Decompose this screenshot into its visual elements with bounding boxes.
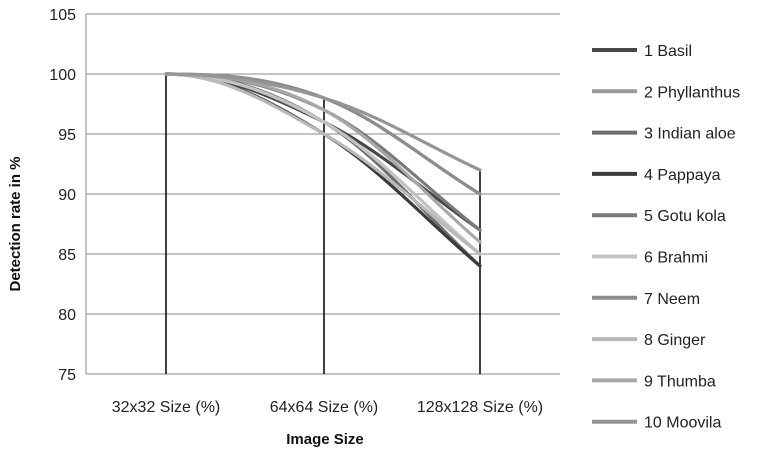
legend-label: 4 Pappaya — [644, 167, 721, 184]
x-tick-label: 64x64 Size (%) — [270, 399, 379, 416]
drop-lines — [165, 74, 481, 374]
legend-label: 1 Basil — [644, 43, 692, 60]
y-tick-label: 75 — [58, 367, 76, 384]
y-tick-label: 105 — [49, 7, 76, 24]
legend: 1 Basil 2 Phyllanthus 3 Indian aloe 4 Pappa… — [592, 43, 740, 432]
series-lines — [164, 72, 482, 268]
series-line-8 — [164, 72, 482, 256]
x-axis-title: Image Size — [286, 431, 364, 448]
series-line-6 — [164, 72, 482, 256]
x-tick-label: 128x128 Size (%) — [417, 399, 543, 416]
y-tick-label: 85 — [58, 247, 76, 264]
series-line-4 — [164, 72, 482, 268]
legend-label: 7 Neem — [644, 291, 700, 308]
legend-label: 6 Brahmi — [644, 250, 708, 267]
y-tick-label: 80 — [58, 307, 76, 324]
y-tick-label: 100 — [49, 67, 76, 84]
series-line-10 — [164, 72, 482, 172]
x-tick-labels: 32x32 Size (%) 64x64 Size (%) 128x128 Size… — [112, 399, 543, 416]
y-tick-labels: 75 80 85 90 95 100 105 — [49, 7, 76, 384]
legend-label: 2 Phyllanthus — [644, 84, 740, 101]
y-tick-label: 95 — [58, 127, 76, 144]
y-axis-title: Detection rate in % — [7, 156, 24, 291]
x-tick-label: 32x32 Size (%) — [112, 399, 221, 416]
legend-label: 5 Gotu kola — [644, 208, 726, 225]
y-tick-label: 90 — [58, 187, 76, 204]
legend-label: 3 Indian aloe — [644, 126, 736, 143]
y-gridlines — [85, 13, 560, 375]
series-line-3 — [164, 72, 482, 268]
legend-label: 10 Moovila — [644, 415, 721, 432]
legend-label: 8 Ginger — [644, 332, 706, 349]
legend-label: 9 Thumba — [644, 373, 716, 390]
